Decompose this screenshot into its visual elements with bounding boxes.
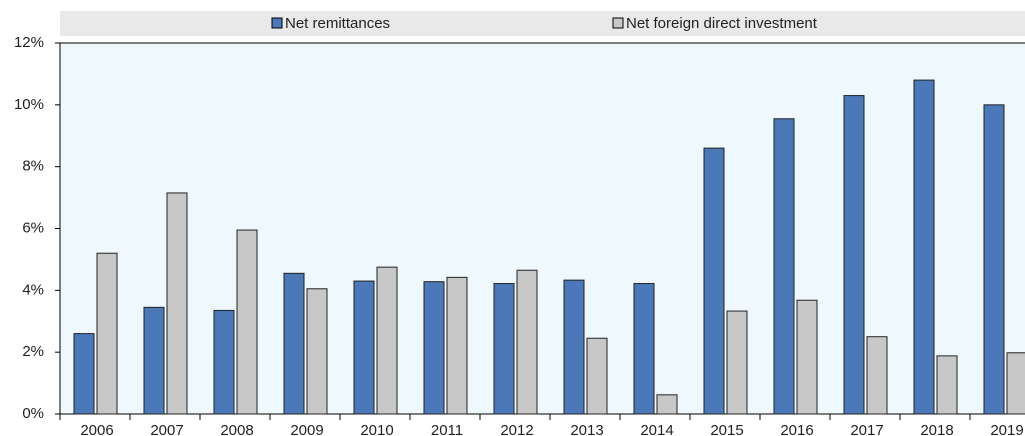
bar <box>73 333 95 415</box>
bar <box>913 79 935 415</box>
x-tick-label: 2008 <box>220 422 253 436</box>
y-tick-label: 12% <box>14 34 44 51</box>
bar <box>213 309 235 415</box>
y-tick-label: 10% <box>14 96 44 113</box>
bar <box>866 336 888 415</box>
bar <box>493 283 515 415</box>
bar <box>773 118 795 415</box>
bar <box>143 306 165 415</box>
x-tick-label: 2016 <box>780 422 813 436</box>
legend-marker <box>271 17 283 29</box>
bar <box>726 310 748 415</box>
bar <box>96 252 118 415</box>
y-tick-label: 4% <box>22 281 44 298</box>
x-tick-label: 2007 <box>150 422 183 436</box>
bar <box>586 337 608 415</box>
x-tick-label: 2010 <box>360 422 393 436</box>
y-tick-label: 0% <box>22 405 44 422</box>
bar <box>446 276 468 415</box>
x-tick-label: 2011 <box>431 422 463 436</box>
y-tick-label: 6% <box>22 219 44 236</box>
bar <box>376 266 398 415</box>
bar <box>236 229 258 415</box>
x-tick-label: 2019 <box>990 422 1023 436</box>
x-tick-label: 2013 <box>570 422 603 436</box>
x-tick-label: 2017 <box>850 422 883 436</box>
bar <box>1006 352 1025 415</box>
legend-label: Net foreign direct investment <box>626 15 818 32</box>
y-tick-label: 8% <box>22 158 44 175</box>
bar <box>983 104 1005 415</box>
bar <box>703 147 725 415</box>
legend-marker <box>612 17 624 29</box>
x-tick-label: 2015 <box>710 422 743 436</box>
x-tick-label: 2006 <box>80 422 113 436</box>
bar <box>936 355 958 415</box>
bar <box>843 95 865 415</box>
bar <box>563 279 585 415</box>
legend-label: Net remittances <box>285 15 390 32</box>
bar <box>796 299 818 415</box>
x-tick-label: 2018 <box>920 422 953 436</box>
bar <box>306 288 328 415</box>
bar <box>166 192 188 415</box>
bar <box>633 283 655 415</box>
bar <box>516 269 538 415</box>
x-tick-label: 2009 <box>290 422 323 436</box>
bar <box>656 394 678 415</box>
y-tick-label: 2% <box>22 343 44 360</box>
bar <box>283 272 305 415</box>
x-tick-label: 2012 <box>500 422 533 436</box>
legend-background <box>60 11 1025 36</box>
x-tick-label: 2014 <box>640 422 673 436</box>
bar <box>353 280 375 415</box>
bar <box>423 281 445 415</box>
